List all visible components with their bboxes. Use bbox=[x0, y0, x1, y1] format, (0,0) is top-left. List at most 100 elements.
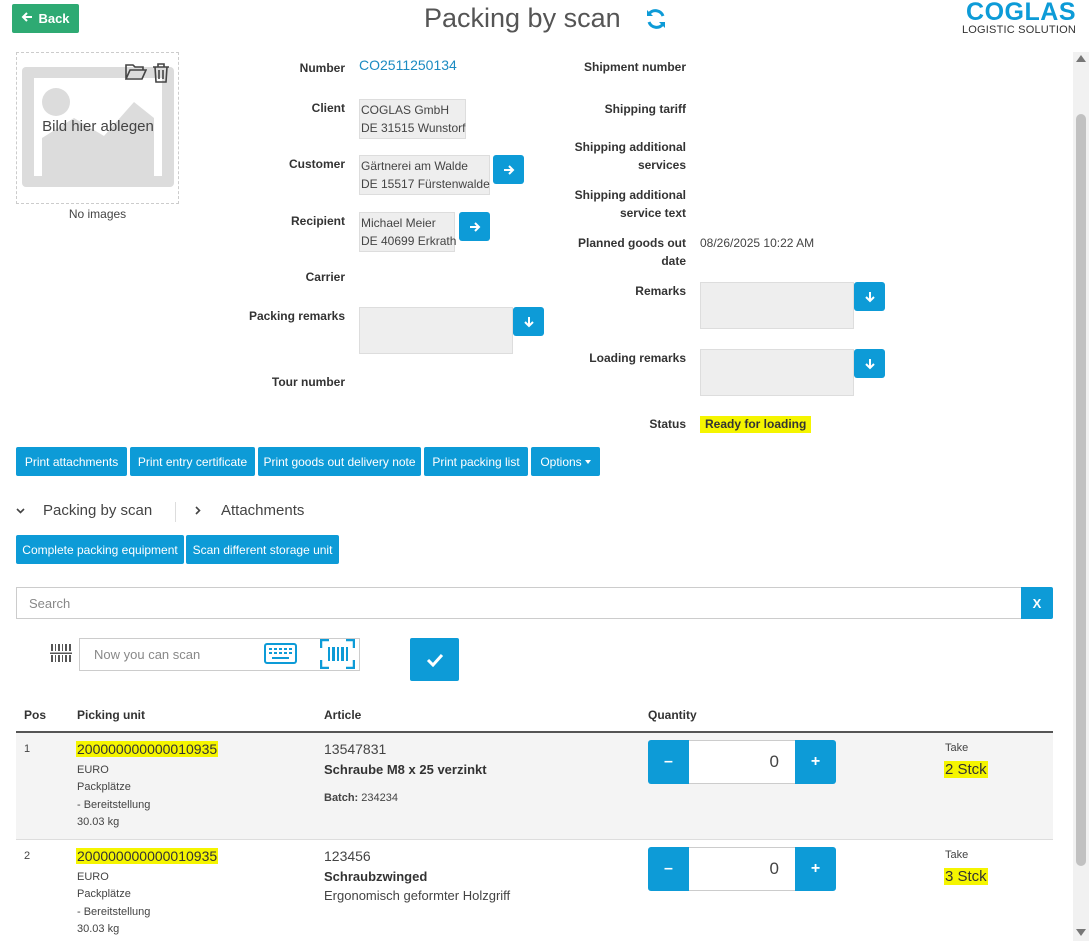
status-badge: Ready for loading bbox=[700, 416, 812, 433]
print-entry-certificate-button[interactable]: Print entry certificate bbox=[130, 447, 255, 476]
back-button[interactable]: Back bbox=[12, 4, 79, 33]
column-header-article: Article bbox=[324, 708, 362, 722]
planned-goods-out-date-label: Planned goods out date bbox=[578, 236, 686, 268]
batch-value: 234234 bbox=[361, 792, 399, 804]
remarks-label: Remarks bbox=[635, 284, 686, 298]
shipping-additional-service-text-label: Shipping additional service text bbox=[574, 188, 686, 220]
tab-attachments[interactable]: Attachments bbox=[221, 502, 305, 519]
picking-unit-location-detail: - Bereitstellung bbox=[77, 799, 151, 811]
picking-unit-weight: 30.03 kg bbox=[77, 923, 120, 935]
quantity-decrease-button[interactable]: – bbox=[648, 740, 689, 784]
arrow-right-icon bbox=[469, 221, 480, 232]
logo-main-text: COGLAS bbox=[966, 0, 1076, 26]
no-images-text: No images bbox=[68, 207, 127, 221]
scan-different-storage-unit-button[interactable]: Scan different storage unit bbox=[186, 535, 339, 564]
number-link[interactable]: CO2511250134 bbox=[359, 57, 457, 73]
arrow-down-icon bbox=[523, 316, 534, 327]
tour-number-label: Tour number bbox=[271, 375, 345, 389]
client-line2: DE 31515 Wunstorf bbox=[361, 121, 466, 135]
arrow-left-icon bbox=[21, 11, 33, 26]
picking-unit-code[interactable]: 200000000000010935 bbox=[76, 848, 219, 864]
picking-unit-location: Packplätze bbox=[77, 781, 131, 793]
print-packing-list-button[interactable]: Print packing list bbox=[424, 447, 528, 476]
scroll-up-arrow-icon[interactable] bbox=[1076, 55, 1086, 62]
table-header-divider bbox=[16, 731, 1053, 733]
search-input[interactable]: Search bbox=[16, 587, 1021, 619]
picking-unit-weight: 30.03 kg bbox=[77, 816, 120, 828]
packing-remarks-field[interactable] bbox=[359, 307, 513, 354]
refresh-icon[interactable] bbox=[644, 7, 668, 31]
keyboard-icon[interactable] bbox=[264, 643, 297, 667]
article-name: Schraube M8 x 25 verzinkt bbox=[324, 762, 487, 777]
picking-unit-location: Packplätze bbox=[77, 888, 131, 900]
shipping-additional-services-label: Shipping additional services bbox=[574, 140, 686, 172]
arrow-down-icon bbox=[864, 291, 875, 302]
back-button-label: Back bbox=[38, 11, 70, 26]
recipient-line1: Michael Meier bbox=[361, 216, 436, 230]
remarks-field[interactable] bbox=[700, 282, 854, 329]
customer-open-button[interactable] bbox=[493, 155, 524, 184]
confirm-scan-button[interactable] bbox=[410, 638, 459, 681]
carrier-label: Carrier bbox=[305, 270, 345, 284]
article-batch: Batch: 234234 bbox=[324, 790, 398, 807]
print-goods-out-delivery-note-button[interactable]: Print goods out delivery note bbox=[258, 447, 421, 476]
recipient-open-button[interactable] bbox=[459, 212, 490, 241]
caret-down-icon bbox=[584, 459, 591, 464]
quantity-increase-button[interactable]: + bbox=[795, 740, 836, 784]
take-value: 3 Stck bbox=[944, 868, 988, 885]
recipient-label: Recipient bbox=[290, 214, 345, 228]
loading-remarks-expand-button[interactable] bbox=[854, 349, 885, 378]
remarks-expand-button[interactable] bbox=[854, 282, 885, 311]
scroll-down-arrow-icon[interactable] bbox=[1076, 929, 1086, 936]
chevron-down-icon[interactable] bbox=[16, 504, 25, 518]
search-clear-button[interactable]: X bbox=[1021, 587, 1053, 619]
quantity-input[interactable]: 0 bbox=[689, 740, 795, 784]
drop-hint: Bild hier ablegen bbox=[42, 118, 154, 135]
scrollbar-thumb[interactable] bbox=[1076, 114, 1086, 866]
arrow-down-icon bbox=[864, 358, 875, 369]
article-number: 13547831 bbox=[324, 741, 387, 757]
column-header-quantity: Quantity bbox=[648, 708, 697, 722]
recipient-value: Michael Meier DE 40699 Erkrath bbox=[359, 212, 457, 252]
picking-unit-type: EURO bbox=[77, 871, 109, 883]
take-value: 2 Stck bbox=[944, 761, 988, 778]
column-header-pos: Pos bbox=[24, 708, 47, 722]
quantity-increase-button[interactable]: + bbox=[795, 847, 836, 891]
recipient-line2: DE 40699 Erkrath bbox=[361, 234, 457, 248]
tab-packing-by-scan[interactable]: Packing by scan bbox=[43, 502, 153, 519]
customer-line1: Gärtnerei am Walde bbox=[361, 159, 468, 173]
row-pos: 2 bbox=[24, 850, 31, 862]
article-description: Ergonomisch geformter Holzgriff bbox=[324, 888, 511, 903]
options-label: Options bbox=[540, 454, 582, 469]
folder-open-icon[interactable] bbox=[124, 63, 148, 81]
logo-sub-text: LOGISTIC SOLUTION bbox=[961, 24, 1076, 36]
article-name: Schraubzwinged bbox=[324, 869, 428, 884]
check-icon bbox=[426, 653, 443, 667]
image-drop-zone[interactable] bbox=[16, 52, 179, 204]
status-label: Status bbox=[649, 417, 686, 431]
barcode-icon bbox=[50, 643, 72, 666]
quantity-input[interactable]: 0 bbox=[689, 847, 795, 891]
barcode-scan-icon[interactable] bbox=[319, 638, 356, 672]
row-pos: 1 bbox=[24, 743, 31, 755]
picking-unit-code[interactable]: 200000000000010935 bbox=[76, 741, 219, 757]
scan-input[interactable]: Now you can scan bbox=[79, 638, 360, 671]
column-header-picking-unit: Picking unit bbox=[77, 708, 146, 722]
quantity-decrease-button[interactable]: – bbox=[648, 847, 689, 891]
chevron-right-icon[interactable] bbox=[193, 504, 202, 518]
packing-remarks-expand-button[interactable] bbox=[513, 307, 544, 336]
shipment-number-label: Shipment number bbox=[583, 60, 686, 74]
logo: COGLAS LOGISTIC SOLUTION bbox=[958, 0, 1076, 36]
trash-icon[interactable] bbox=[152, 63, 170, 83]
picking-unit-location-detail: - Bereitstellung bbox=[77, 906, 151, 918]
planned-goods-out-date-value: 08/26/2025 10:22 AM bbox=[700, 236, 815, 250]
print-attachments-button[interactable]: Print attachments bbox=[16, 447, 127, 476]
loading-remarks-field[interactable] bbox=[700, 349, 854, 396]
customer-line2: DE 15517 Fürstenwalde bbox=[361, 177, 490, 191]
page-title: Packing by scan bbox=[424, 3, 621, 33]
shipping-tariff-label: Shipping tariff bbox=[604, 102, 686, 116]
number-label: Number bbox=[299, 61, 345, 75]
complete-packing-equipment-button[interactable]: Complete packing equipment bbox=[16, 535, 184, 564]
options-dropdown-button[interactable]: Options bbox=[531, 447, 600, 476]
arrow-right-icon bbox=[503, 164, 514, 175]
